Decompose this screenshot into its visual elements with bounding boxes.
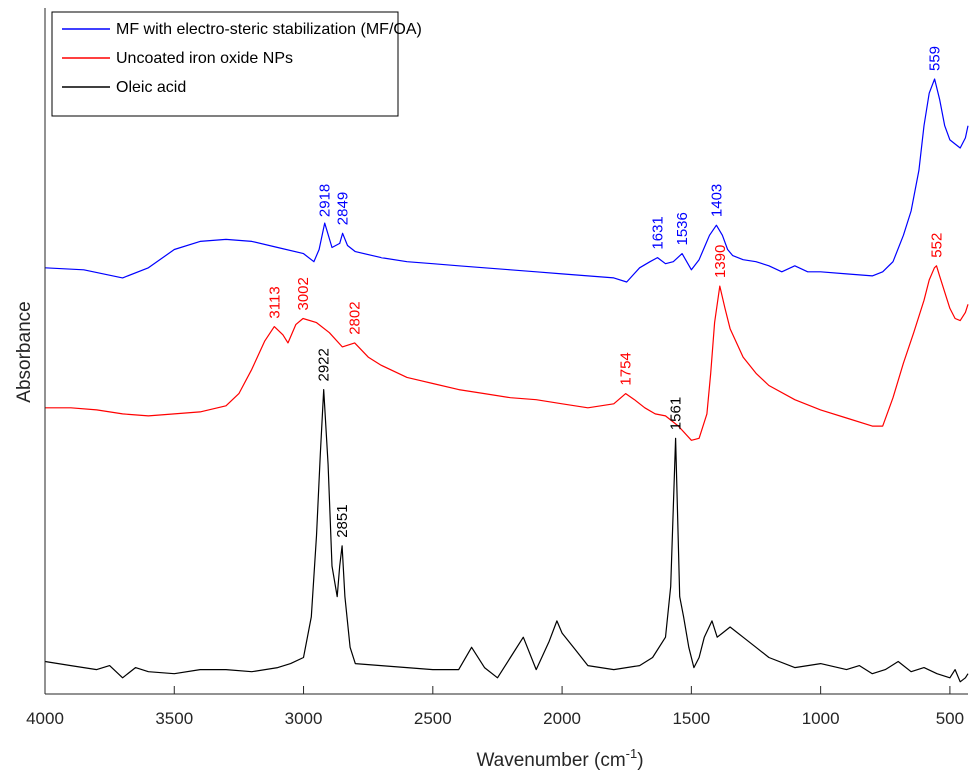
series-line-0 — [44, 78, 969, 283]
peak-label-1403: 1403 — [708, 184, 725, 217]
x-tick-label-0: 4000 — [26, 709, 64, 728]
x-tick-label-5: 1500 — [672, 709, 710, 728]
x-tick-label-7: 500 — [936, 709, 964, 728]
y-axis-title: Absorbance — [14, 301, 35, 402]
x-axis-title: Wavenumber (cm-1) — [476, 746, 643, 771]
peak-label-1754: 1754 — [618, 352, 635, 385]
peak-label-3002: 3002 — [295, 277, 312, 310]
peak-label-559: 559 — [927, 46, 944, 71]
x-tick-label-3: 2500 — [414, 709, 452, 728]
x-tick-label-6: 1000 — [802, 709, 840, 728]
peak-label-1536: 1536 — [674, 212, 691, 245]
peak-label-1631: 1631 — [650, 216, 667, 249]
plot-area — [44, 78, 969, 683]
peak-label-1561: 1561 — [668, 397, 685, 430]
peak-label-2802: 2802 — [347, 301, 364, 334]
peak-label-2849: 2849 — [335, 192, 352, 225]
legend-label-2: Oleic acid — [116, 79, 186, 96]
peak-label-2851: 2851 — [334, 504, 351, 537]
peak-label-1390: 1390 — [712, 245, 729, 278]
peak-label-2918: 2918 — [317, 184, 334, 217]
axes: 4000 3500 3000 2500 2000 1500 1000 500 — [26, 8, 968, 728]
x-tick-label-4: 2000 — [543, 709, 581, 728]
peak-label-552: 552 — [929, 233, 946, 258]
series-line-1 — [45, 265, 969, 441]
legend: MF with electro-steric stabilization (MF… — [51, 11, 422, 117]
peak-label-2922: 2922 — [316, 348, 333, 381]
peak-annotations: 2918 2849 1631 1536 1403 559 3113 3002 2802 1754 1… — [266, 46, 945, 538]
x-tick-label-2: 3000 — [285, 709, 323, 728]
peak-label-3113: 3113 — [266, 286, 283, 318]
x-tick-label-1: 3500 — [155, 709, 193, 728]
series-line-2 — [44, 389, 969, 683]
legend-label-1: Uncoated iron oxide NPs — [116, 50, 293, 67]
legend-label-0: MF with electro-steric stabilization (MF… — [116, 21, 422, 38]
